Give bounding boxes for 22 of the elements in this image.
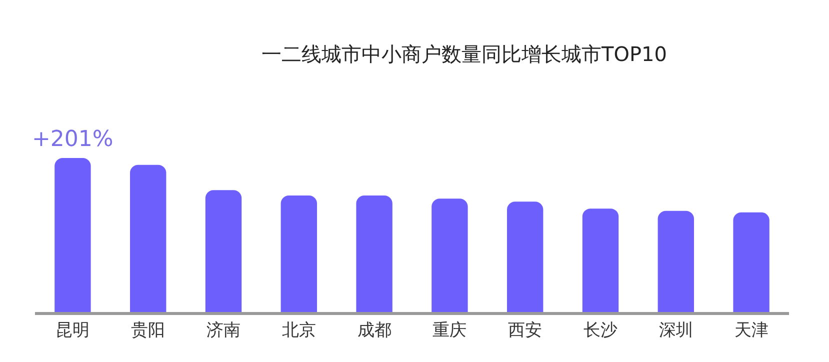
x-tick-label: 重庆 [432,320,467,340]
x-tick-label: 天津 [734,320,768,340]
bar [582,208,619,312]
x-tick-label: 贵阳 [131,320,166,340]
bar [432,198,468,312]
bar [507,202,544,312]
x-tick-label: 深圳 [658,320,693,340]
chart-title: 一二线城市中小商户数量同比增长城市TOP10 [262,42,667,66]
bar [356,196,392,312]
bar [130,164,166,312]
x-tick-label: 昆明 [56,320,90,340]
x-tick-label: 西安 [508,320,542,340]
bar [205,190,242,312]
data-label: +201% [32,127,114,152]
bar [54,158,91,312]
x-tick-label: 长沙 [584,320,618,340]
bar [733,212,770,312]
x-tick-label: 北京 [282,320,316,340]
x-tick-label: 成都 [357,320,392,340]
bar [280,196,317,312]
bar [658,210,694,312]
x-tick-label: 济南 [206,320,240,340]
